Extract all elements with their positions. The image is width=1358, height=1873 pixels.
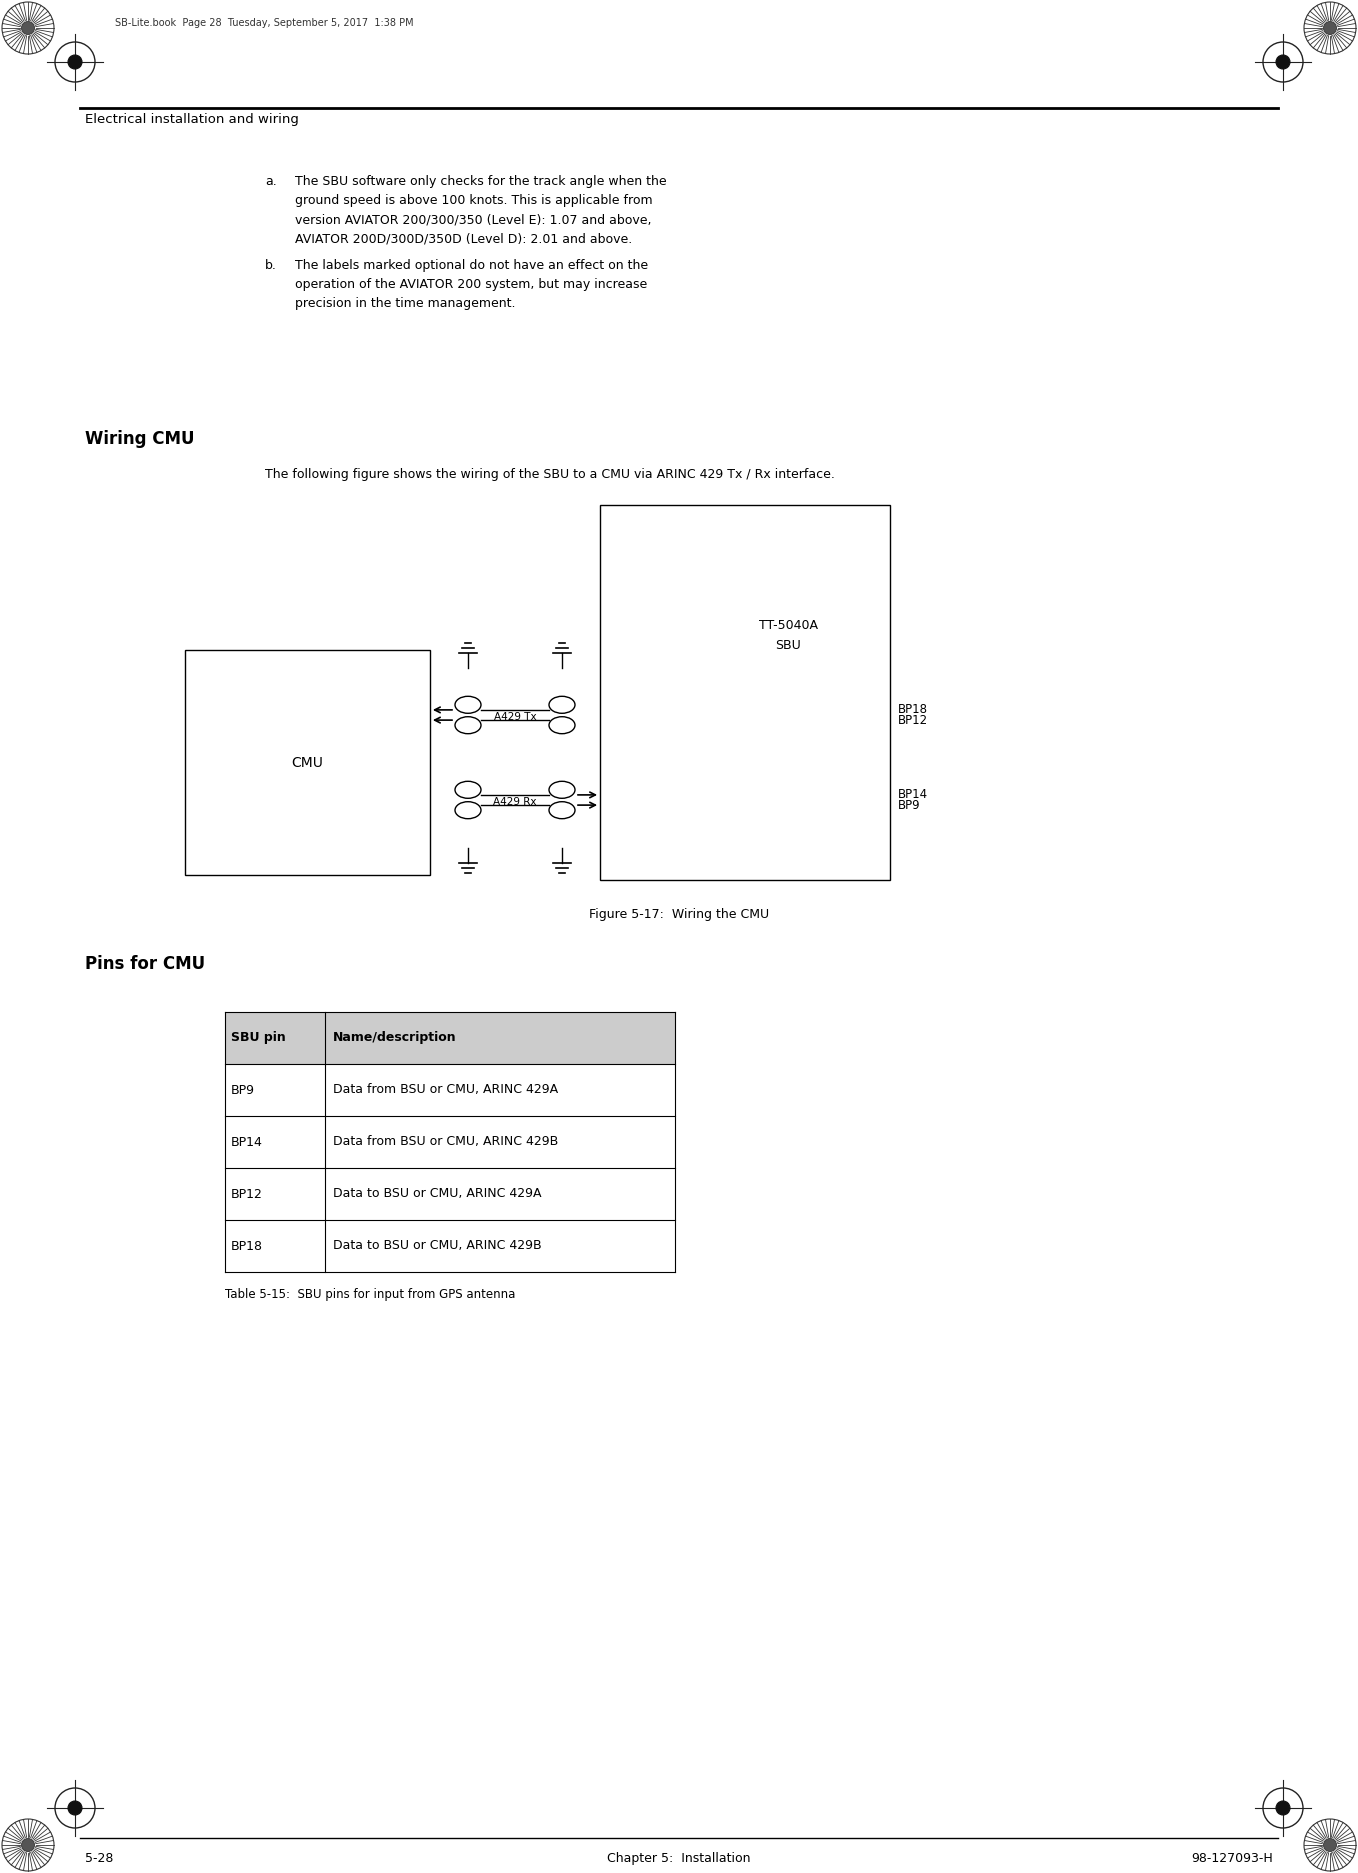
Text: A429 Tx: A429 Tx <box>494 712 536 721</box>
Bar <box>225 1011 675 1064</box>
Text: BP14: BP14 <box>898 789 928 802</box>
Text: a.: a. <box>265 174 277 187</box>
Text: AVIATOR 200D/300D/350D (Level D): 2.01 and above.: AVIATOR 200D/300D/350D (Level D): 2.01 a… <box>295 232 633 245</box>
Text: BP18: BP18 <box>898 704 928 715</box>
Text: BP12: BP12 <box>898 714 928 727</box>
Text: CMU: CMU <box>292 755 323 770</box>
Circle shape <box>1324 21 1336 34</box>
Circle shape <box>1324 1839 1336 1852</box>
Text: BP14: BP14 <box>231 1135 263 1148</box>
Bar <box>185 650 430 875</box>
Text: SBU pin: SBU pin <box>231 1032 285 1045</box>
Text: A429 Rx: A429 Rx <box>493 798 536 807</box>
Text: BP12: BP12 <box>231 1187 263 1201</box>
Text: TT-5040A: TT-5040A <box>759 618 818 631</box>
Text: The labels marked optional do not have an effect on the: The labels marked optional do not have a… <box>295 258 648 272</box>
Circle shape <box>68 1802 81 1815</box>
Text: b.: b. <box>265 258 277 272</box>
Text: The following figure shows the wiring of the SBU to a CMU via ARINC 429 Tx / Rx : The following figure shows the wiring of… <box>265 468 835 481</box>
Circle shape <box>68 54 81 69</box>
Circle shape <box>1277 1802 1290 1815</box>
Circle shape <box>22 21 34 34</box>
Text: SBU: SBU <box>775 639 801 652</box>
Text: precision in the time management.: precision in the time management. <box>295 298 516 311</box>
Text: The SBU software only checks for the track angle when the: The SBU software only checks for the tra… <box>295 174 667 187</box>
Text: ground speed is above 100 knots. This is applicable from: ground speed is above 100 knots. This is… <box>295 195 653 208</box>
Text: Data to BSU or CMU, ARINC 429A: Data to BSU or CMU, ARINC 429A <box>333 1187 542 1201</box>
Text: BP9: BP9 <box>898 798 921 811</box>
Text: BP9: BP9 <box>231 1083 255 1096</box>
Text: operation of the AVIATOR 200 system, but may increase: operation of the AVIATOR 200 system, but… <box>295 277 648 290</box>
Circle shape <box>22 1839 34 1852</box>
Text: Data from BSU or CMU, ARINC 429B: Data from BSU or CMU, ARINC 429B <box>333 1135 558 1148</box>
Text: Figure 5-17:  Wiring the CMU: Figure 5-17: Wiring the CMU <box>589 908 769 922</box>
Circle shape <box>1277 54 1290 69</box>
Bar <box>600 506 889 880</box>
Text: version AVIATOR 200/300/350 (Level E): 1.07 and above,: version AVIATOR 200/300/350 (Level E): 1… <box>295 214 652 227</box>
Text: Wiring CMU: Wiring CMU <box>86 431 194 448</box>
Text: Electrical installation and wiring: Electrical installation and wiring <box>86 112 299 125</box>
Text: Data from BSU or CMU, ARINC 429A: Data from BSU or CMU, ARINC 429A <box>333 1083 558 1096</box>
Text: Pins for CMU: Pins for CMU <box>86 955 205 972</box>
Text: 98-127093-H: 98-127093-H <box>1191 1852 1272 1866</box>
Text: Table 5-15:  SBU pins for input from GPS antenna: Table 5-15: SBU pins for input from GPS … <box>225 1289 516 1302</box>
Text: SB-Lite.book  Page 28  Tuesday, September 5, 2017  1:38 PM: SB-Lite.book Page 28 Tuesday, September … <box>115 19 414 28</box>
Text: Chapter 5:  Installation: Chapter 5: Installation <box>607 1852 751 1866</box>
Text: 5-28: 5-28 <box>86 1852 113 1866</box>
Text: Data to BSU or CMU, ARINC 429B: Data to BSU or CMU, ARINC 429B <box>333 1240 542 1253</box>
Text: BP18: BP18 <box>231 1240 263 1253</box>
Text: Name/description: Name/description <box>333 1032 456 1045</box>
